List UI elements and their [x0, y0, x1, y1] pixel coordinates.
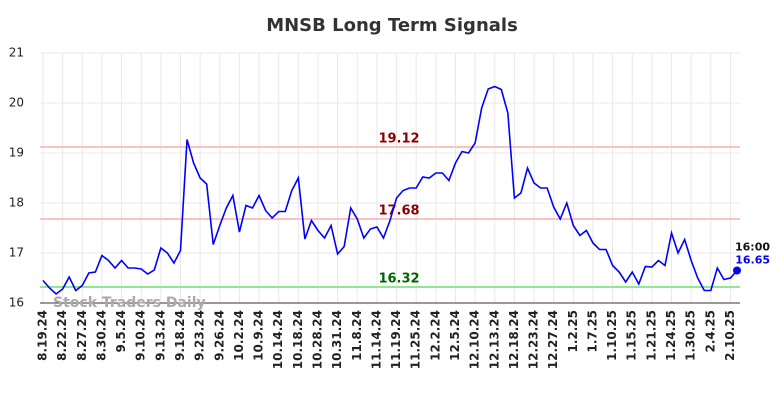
y-tick-label: 18 [9, 196, 24, 210]
x-tick-label: 11.19.24 [389, 310, 403, 369]
x-tick-label: 12.13.24 [487, 310, 501, 369]
reference-label: 16.32 [378, 272, 419, 287]
x-tick-label: 12.10.24 [468, 310, 482, 369]
x-tick-label: 1.30.25 [684, 310, 698, 361]
x-tick-label: 9.26.24 [212, 310, 226, 361]
x-tick-label: 10.9.24 [252, 310, 266, 361]
x-tick-label: 9.18.24 [173, 310, 187, 361]
x-tick-label: 10.2.24 [232, 310, 246, 361]
x-tick-label: 10.31.24 [330, 310, 344, 369]
x-tick-label: 10.14.24 [271, 310, 285, 369]
y-tick-label: 21 [9, 46, 24, 60]
x-tick-label: 12.23.24 [527, 310, 541, 369]
chart-title: MNSB Long Term Signals [266, 15, 518, 36]
end-time-label: 16:00 [735, 241, 770, 254]
y-tick-label: 17 [9, 246, 24, 260]
x-tick-label: 9.23.24 [193, 310, 207, 361]
price-line [42, 85, 738, 296]
x-tick-label: 11.25.24 [409, 310, 423, 369]
x-tick-label: 8.22.24 [55, 310, 69, 361]
x-tick-label: 1.21.25 [644, 310, 658, 361]
x-tick-label: 12.5.24 [448, 310, 462, 361]
x-tick-label: 8.30.24 [94, 310, 108, 361]
x-tick-label: 1.2.25 [566, 310, 580, 353]
x-tick-label: 8.19.24 [36, 310, 50, 361]
x-tick-label: 1.7.25 [585, 310, 599, 353]
x-tick-label: 8.27.24 [75, 310, 89, 361]
y-tick-label: 19 [9, 146, 24, 160]
reference-label: 17.68 [378, 204, 419, 219]
x-tick-label: 12.18.24 [507, 310, 521, 369]
x-tick-label: 12.27.24 [546, 310, 560, 369]
x-tick-label: 1.10.25 [605, 310, 619, 361]
x-tick-label: 11.8.24 [350, 310, 364, 361]
end-value-label: 16.65 [735, 254, 770, 267]
x-tick-label: 2.4.25 [703, 310, 717, 353]
x-tick-label: 11.14.24 [369, 310, 383, 369]
x-tick-label: 1.15.25 [625, 310, 639, 361]
reference-label: 19.12 [378, 132, 419, 147]
x-tick-label: 9.5.24 [114, 310, 128, 353]
x-tick-label: 9.13.24 [153, 310, 167, 361]
x-tick-label: 12.2.24 [428, 310, 442, 361]
x-tick-label: 10.28.24 [310, 310, 324, 369]
y-tick-label: 20 [9, 96, 24, 110]
x-tick-label: 10.18.24 [291, 310, 305, 369]
x-tick-label: 9.10.24 [134, 310, 148, 361]
x-tick-label: 2.10.25 [723, 310, 737, 361]
x-tick-label: 1.24.25 [664, 310, 678, 361]
last-point [733, 266, 741, 275]
watermark: Stock Traders Daily [53, 295, 206, 311]
y-tick-label: 16 [9, 296, 24, 310]
